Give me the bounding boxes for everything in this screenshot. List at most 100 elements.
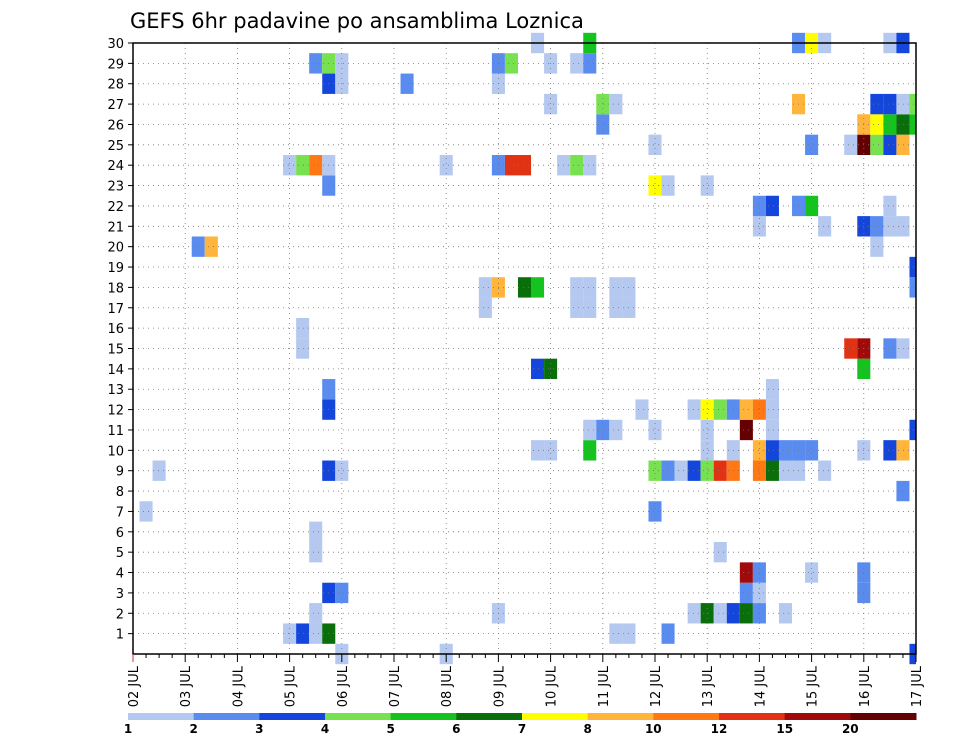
colorbar-swatch (128, 713, 195, 720)
heatmap-cell (583, 277, 597, 298)
y-tick-label: 24 (107, 159, 124, 174)
x-tick-label: 09 JUL (492, 665, 507, 707)
y-tick-label: 8 (116, 485, 124, 500)
grid-lines (133, 43, 916, 654)
heatmap-cell (752, 195, 766, 217)
heatmap-cell (309, 623, 323, 644)
x-tick-label: 15 JUL (806, 665, 821, 707)
colorbar-label: 20 (842, 722, 859, 736)
heatmap-cell (309, 53, 323, 74)
colorbar-swatch (653, 713, 720, 720)
heatmap-cell (517, 155, 532, 176)
y-tick-label: 9 (116, 465, 124, 480)
y-tick-label: 21 (107, 220, 124, 235)
x-tick-label: 02 JUL (127, 665, 142, 707)
heatmap-cell (583, 419, 597, 441)
heatmap-cell (883, 338, 897, 359)
y-tick-label: 29 (107, 57, 124, 72)
heatmap-cell (778, 460, 793, 481)
heatmap-cell (870, 114, 884, 135)
heatmap-cell (870, 134, 884, 156)
colorbar-legend: 1 2 3 4 5 6 7 8 10 12 15 20 (124, 713, 917, 736)
heatmap-cell (765, 440, 779, 461)
y-tick-label: 10 (107, 444, 124, 459)
heatmap-cell (583, 297, 597, 318)
y-tick-label: 5 (116, 546, 124, 561)
heatmap-cell (478, 277, 492, 298)
heatmap-cell (335, 582, 349, 604)
heatmap-cell (531, 358, 545, 380)
heatmap-cell (700, 399, 714, 420)
y-tick-label: 23 (107, 180, 124, 195)
colorbar-label: 5 (387, 722, 395, 736)
heatmap-cell (152, 460, 166, 481)
y-tick-label: 22 (107, 200, 124, 215)
y-tick-label: 20 (107, 241, 124, 256)
colorbar-label: 8 (584, 722, 592, 736)
heatmap-cell (648, 460, 662, 481)
heatmap-cell (870, 236, 884, 257)
colorbar-label: 1 (124, 722, 132, 736)
heatmap-cell (504, 53, 518, 74)
heatmap-cell (752, 440, 766, 461)
x-tick-label: 10 JUL (545, 665, 560, 707)
y-tick-label: 15 (107, 343, 124, 358)
heatmap-cell (583, 53, 597, 74)
heatmap-cell (713, 399, 727, 420)
heatmap-cell (609, 277, 623, 298)
heatmap-cell (909, 277, 916, 298)
y-tick-label: 2 (116, 607, 124, 622)
heatmap-cell (844, 338, 858, 359)
y-tick-label: 6 (116, 526, 124, 541)
colorbar-label: 6 (452, 722, 460, 736)
heatmap-cell (909, 256, 916, 278)
heatmap-cell (583, 440, 597, 461)
x-tick-label: 11 JUL (597, 665, 612, 707)
heatmap-cell (765, 195, 779, 217)
heatmap-cell (309, 521, 323, 542)
heatmap-cell (870, 216, 884, 237)
heatmap-cell (400, 73, 414, 94)
y-tick-label: 26 (107, 118, 124, 133)
heatmap-cell (739, 419, 753, 441)
heatmap-cell (609, 297, 623, 318)
heatmap-cell (687, 399, 701, 420)
heatmap-cell (805, 562, 819, 583)
heatmap-cell (713, 603, 727, 624)
heatmap-cell (765, 399, 779, 420)
heatmap-cell (596, 114, 610, 135)
heatmap-cell (896, 93, 910, 115)
heatmap-cell (609, 419, 623, 441)
y-tick-label: 16 (107, 322, 124, 337)
y-tick-label: 25 (107, 139, 124, 154)
heatmap-cell (648, 501, 662, 522)
heatmap-cell (296, 623, 310, 644)
heatmap-cell (596, 419, 610, 441)
colorbar-label: 4 (321, 722, 329, 736)
heatmap-cell (752, 582, 766, 604)
heatmap-cell (805, 440, 819, 461)
heatmap-cell (648, 419, 662, 441)
x-tick-label: 04 JUL (231, 665, 246, 707)
colorbar-swatch (719, 713, 786, 720)
heatmap-cell (700, 440, 714, 461)
colorbar-label: 12 (711, 722, 728, 736)
y-tick-label: 12 (107, 404, 124, 419)
heatmap-cell (478, 297, 492, 318)
heatmap-cell (883, 114, 897, 135)
y-tick-label: 19 (107, 261, 124, 276)
heatmap-cell (504, 155, 518, 176)
heatmap-cell (687, 603, 701, 624)
colorbar-label: 7 (518, 722, 526, 736)
heatmap-cell (544, 440, 558, 461)
y-tick-label: 14 (107, 363, 124, 378)
colorbar-swatch (193, 713, 260, 720)
heatmap-cell (896, 114, 910, 135)
x-tick-label: 12 JUL (649, 665, 664, 707)
heatmap-cell (739, 562, 753, 583)
heatmap-cell (752, 216, 766, 237)
heatmap-cell (739, 399, 753, 420)
x-tick-label: 17 JUL (910, 665, 925, 707)
x-tick-label: 07 JUL (388, 665, 403, 707)
heatmap-cell (570, 297, 584, 318)
